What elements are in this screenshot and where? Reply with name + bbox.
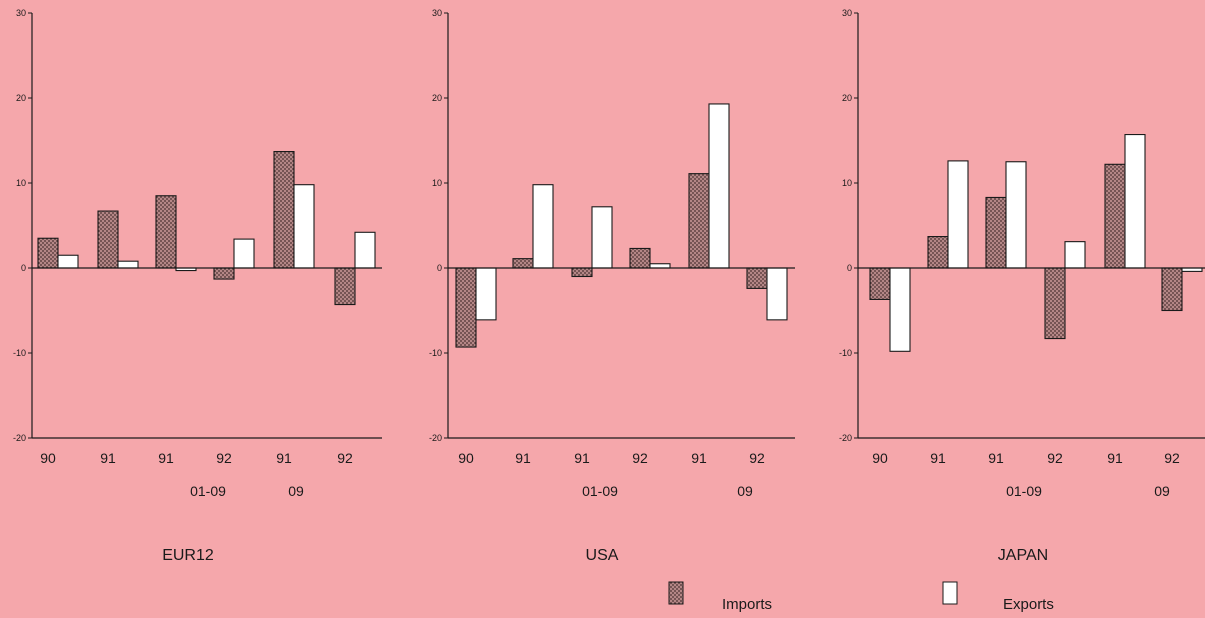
chart-panels: 30 20 10 0 -10 -20 90 91 91 92 91 92 01-09 09 EUR12 30 2…: [13, 8, 1205, 564]
y-tick-label: 0: [21, 263, 26, 273]
y-tick-label: -20: [839, 433, 852, 443]
x-tick-label: 92: [632, 450, 648, 466]
x-tick-label: 91: [691, 450, 707, 466]
y-tick-label: 30: [842, 8, 852, 18]
bar-exports: [708, 103, 730, 269]
x-tick-label: 91: [1107, 450, 1123, 466]
bar-imports: [334, 267, 356, 306]
x-group-label: 09: [1154, 483, 1170, 499]
bar-imports: [869, 267, 891, 301]
x-group-label: 09: [737, 483, 753, 499]
x-tick-label: 91: [158, 450, 174, 466]
x-tick-label: 90: [872, 450, 888, 466]
x-tick-label: 92: [749, 450, 765, 466]
bar-imports: [746, 267, 768, 289]
bar-imports: [155, 195, 177, 269]
bar-imports: [985, 196, 1007, 269]
x-tick-label: 92: [216, 450, 232, 466]
bar-exports: [1124, 134, 1146, 269]
chart-title: USA: [586, 547, 619, 564]
bar-imports: [629, 247, 651, 269]
bar-imports: [571, 267, 593, 278]
legend-exports-label: Exports: [1003, 596, 1054, 613]
bar-imports: [512, 258, 534, 269]
y-tick-label: 20: [842, 93, 852, 103]
bar-imports: [927, 236, 949, 269]
bar-imports: [1161, 267, 1183, 312]
chart-title: EUR12: [162, 547, 214, 564]
bar-exports: [57, 254, 79, 269]
x-tick-label: 91: [515, 450, 531, 466]
chart-title: JAPAN: [998, 547, 1048, 564]
y-tick-label: 0: [437, 263, 442, 273]
legend: Imports Exports: [668, 581, 1054, 613]
x-tick-label: 91: [930, 450, 946, 466]
bar-imports: [97, 210, 119, 269]
y-tick-label: -10: [839, 348, 852, 358]
bar-exports: [475, 267, 497, 321]
x-tick-label: 90: [458, 450, 474, 466]
y-tick-label: -20: [13, 433, 26, 443]
bar-exports: [1005, 161, 1027, 269]
x-tick-label: 92: [1164, 450, 1180, 466]
y-tick-label: -10: [429, 348, 442, 358]
x-tick-label: 90: [40, 450, 56, 466]
y-tick-label: 30: [16, 8, 26, 18]
bar-exports: [889, 267, 911, 352]
y-tick-label: 20: [16, 93, 26, 103]
bar-imports: [273, 151, 295, 269]
bar-exports: [233, 238, 255, 269]
bar-imports: [1044, 267, 1066, 340]
bar-imports: [688, 173, 710, 269]
bar-exports: [293, 184, 315, 269]
y-tick-label: -20: [429, 433, 442, 443]
x-group-label: 01-09: [1006, 483, 1042, 499]
bar-imports: [37, 237, 59, 269]
x-tick-label: 92: [337, 450, 353, 466]
bar-imports: [1104, 163, 1126, 269]
chart-panel-japan: 30 20 10 0 -10 -20 90 91 91 92 91 92 01-09 09 JAPAN: [839, 8, 1205, 564]
bar-exports: [591, 206, 613, 269]
bar-imports: [213, 267, 235, 280]
x-tick-label: 91: [100, 450, 116, 466]
legend-exports-swatch: [942, 581, 958, 605]
y-tick-label: 10: [16, 178, 26, 188]
x-group-label: 01-09: [582, 483, 618, 499]
legend-imports-label: Imports: [722, 596, 772, 613]
bar-exports: [354, 231, 376, 269]
y-tick-label: 30: [432, 8, 442, 18]
chart-panel-eur12: 30 20 10 0 -10 -20 90 91 91 92 91 92 01-09 09 EUR12: [13, 8, 382, 564]
y-tick-label: 10: [432, 178, 442, 188]
bar-exports: [1064, 241, 1086, 269]
y-tick-label: 20: [432, 93, 442, 103]
y-tick-label: 10: [842, 178, 852, 188]
bar-imports: [455, 267, 477, 348]
legend-imports-swatch: [668, 581, 684, 605]
bar-exports: [766, 267, 788, 321]
x-tick-label: 91: [574, 450, 590, 466]
chart-panel-usa: 30 20 10 0 -10 -20 90 91 91 92 91 92 01-09 09 USA: [429, 8, 795, 564]
bar-exports: [117, 260, 139, 269]
x-tick-label: 91: [988, 450, 1004, 466]
bar-exports: [532, 184, 554, 269]
y-tick-label: -10: [13, 348, 26, 358]
x-group-label: 09: [288, 483, 304, 499]
y-tick-label: 0: [847, 263, 852, 273]
x-tick-label: 92: [1047, 450, 1063, 466]
bar-exports: [947, 160, 969, 269]
x-tick-label: 91: [276, 450, 292, 466]
x-group-label: 01-09: [190, 483, 226, 499]
